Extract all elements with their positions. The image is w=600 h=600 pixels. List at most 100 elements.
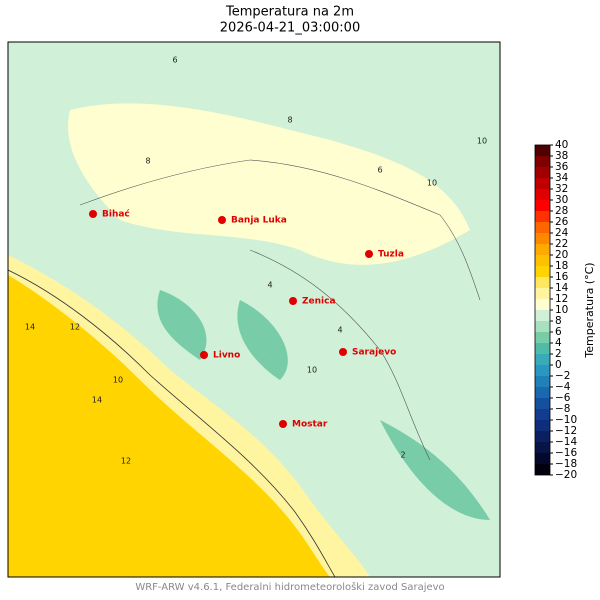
title: Temperatura na 2m [225, 5, 354, 20]
contour-label: 4 [267, 281, 272, 290]
city-label: Bihać [102, 209, 130, 220]
colorbar-segment [535, 167, 550, 178]
colorbar-tick-label: 38 [555, 150, 568, 162]
colorbar-tick-label: 16 [555, 271, 569, 283]
colorbar-segment [535, 189, 550, 200]
contour-label: 10 [427, 179, 437, 188]
colorbar-tick-label: 0 [555, 359, 562, 371]
colorbar-segment [535, 200, 550, 211]
colorbar-tick-label: 20 [555, 249, 568, 261]
colorbar-segment [535, 222, 550, 233]
city-marker [200, 351, 208, 359]
map [8, 42, 500, 577]
colorbar-segment [535, 244, 550, 255]
colorbar-tick-label: 32 [555, 183, 568, 195]
colorbar-tick-label: 6 [555, 326, 562, 338]
city-label: Zenica [302, 297, 336, 307]
city-label: Banja Luka [231, 216, 287, 226]
colorbar-tick-label: −16 [555, 447, 577, 459]
colorbar-label: Temperatura (°C) [583, 262, 596, 358]
colorbar-tick-label: 2 [555, 348, 562, 360]
colorbar-segment [535, 266, 550, 277]
colorbar-segment [535, 332, 550, 343]
city-marker [89, 210, 97, 218]
city-label: Livno [213, 351, 240, 361]
colorbar-tick-label: −18 [555, 458, 577, 470]
footer: WRF-ARW v4.6.1, Federalni hidrometeorolo… [135, 581, 444, 593]
colorbar-tick-label: 40 [555, 139, 568, 151]
colorbar-segment [535, 464, 550, 475]
colorbar-tick-label: 12 [555, 293, 568, 305]
contour-label: 10 [113, 376, 123, 385]
colorbar-segment [535, 376, 550, 387]
city-label: Mostar [292, 420, 328, 430]
colorbar-tick-label: 10 [555, 304, 568, 316]
colorbar-tick-label: −8 [555, 403, 570, 415]
contour-label: 8 [145, 157, 150, 166]
colorbar-tick-label: −6 [555, 392, 571, 404]
colorbar-segment [535, 288, 550, 299]
colorbar-segment [535, 442, 550, 453]
colorbar-segment [535, 156, 550, 167]
colorbar-tick-label: 18 [555, 260, 568, 272]
colorbar-segment [535, 409, 550, 420]
colorbar-tick-label: −20 [555, 469, 577, 481]
colorbar-segment [535, 211, 550, 222]
contour-label: 10 [307, 366, 317, 375]
colorbar-segment [535, 431, 550, 442]
warm-region [68, 103, 470, 265]
contour-label: 10 [477, 137, 487, 146]
colorbar-segment [535, 354, 550, 365]
colorbar-segment [535, 343, 550, 354]
colorbar-tick-label: 28 [555, 205, 568, 217]
colorbar-segment [535, 321, 550, 332]
contour-label: 12 [121, 457, 131, 466]
contour-label: 6 [377, 166, 382, 175]
colorbar-segment [535, 420, 550, 431]
sea-region [8, 275, 330, 577]
contour-label: 8 [287, 116, 292, 125]
city-marker [279, 420, 287, 428]
subtitle: 2026-04-21_03:00:00 [220, 21, 360, 36]
colorbar-tick-label: −14 [555, 436, 577, 448]
colorbar-segment [535, 145, 550, 156]
colorbar-tick-label: 14 [555, 282, 569, 294]
city-marker [289, 297, 297, 305]
colorbar-segment [535, 453, 550, 464]
colorbar-tick-label: 36 [555, 161, 569, 173]
colorbar-tick-label: −12 [555, 425, 577, 437]
colorbar-tick-label: 34 [555, 172, 569, 184]
city-label: Tuzla [378, 250, 404, 260]
colorbar-segment [535, 299, 550, 310]
map-frame [7, 41, 501, 578]
colorbar-tick-label: 4 [555, 337, 562, 349]
colorbar-tick-label: 8 [555, 315, 562, 327]
coastline [8, 269, 336, 577]
colorbar-tick-label: −10 [555, 414, 577, 426]
contour-label: 14 [92, 396, 102, 405]
colorbar-segment [535, 310, 550, 321]
colorbar-tick-label: −4 [555, 381, 571, 393]
colorbar-segment [535, 255, 550, 266]
contour-label: 6 [172, 56, 177, 65]
colorbar-segment [535, 233, 550, 244]
border [79, 159, 481, 461]
colorbar-tick-label: −2 [555, 370, 570, 382]
colorbar-tick-label: 24 [555, 227, 569, 239]
city-marker [218, 216, 226, 224]
colorbar-segment [535, 365, 550, 376]
colorbar-tick-label: 26 [555, 216, 569, 228]
colorbar-tick-label: 30 [555, 194, 568, 206]
colorbar-segment [535, 277, 550, 288]
colorbar-segment [535, 398, 550, 409]
colorbar-tick-label: 22 [555, 238, 568, 250]
colorbar-segment [535, 178, 550, 189]
city-marker [365, 250, 373, 258]
contour-label: 12 [70, 323, 80, 332]
contour-label: 14 [25, 323, 35, 332]
contour-label: 4 [337, 326, 342, 335]
contour-label: 2 [400, 451, 405, 460]
city-marker [339, 348, 347, 356]
colorbar-segment [535, 387, 550, 398]
